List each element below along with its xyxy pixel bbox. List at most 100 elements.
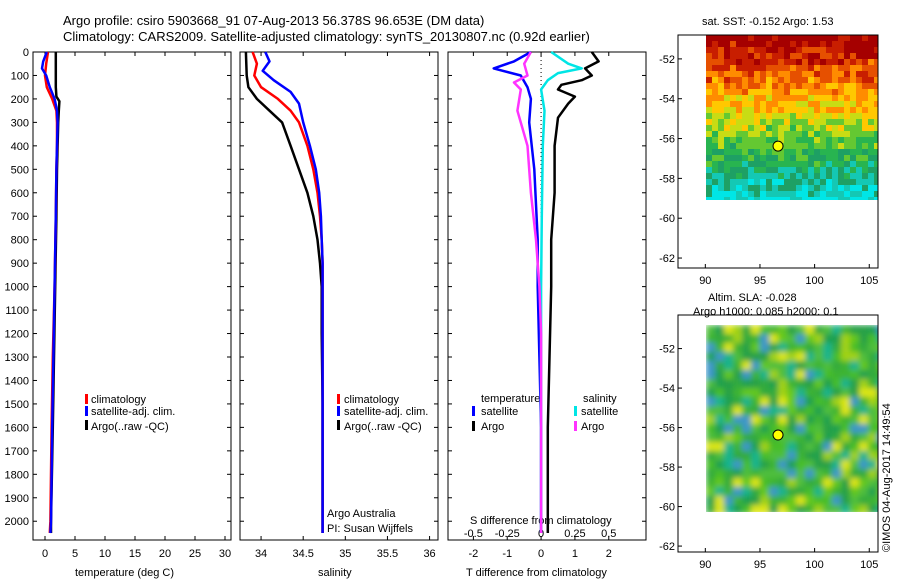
x-tick-label: 0 [538, 548, 544, 560]
sst-cell [862, 149, 868, 155]
sst-cell [778, 167, 784, 173]
sst-cell [772, 89, 778, 95]
sla-cell [769, 478, 778, 487]
sst-cell [796, 47, 802, 53]
sst-cell [868, 113, 874, 119]
sla-cell [814, 343, 823, 352]
sst-cell [730, 47, 736, 53]
sst-cell [814, 59, 820, 65]
sla-cell [769, 325, 778, 334]
sst-cell [724, 65, 730, 71]
sla-cell [859, 433, 868, 442]
sst-cell [718, 155, 724, 161]
y-tick-label: 1800 [5, 469, 29, 481]
sst-cell [832, 41, 838, 47]
sla-cell [805, 352, 814, 361]
sla-cell [868, 361, 877, 370]
sst-cell [820, 47, 826, 53]
sst-cell [742, 47, 748, 53]
sst-cell [796, 65, 802, 71]
sst-cell [802, 107, 808, 113]
sst-cell [736, 179, 742, 185]
sst-cell [712, 89, 718, 95]
sla-cell [787, 433, 796, 442]
sst-cell [808, 191, 814, 197]
sla-cell [760, 406, 769, 415]
sla-cell [706, 496, 715, 505]
sla-cell [859, 442, 868, 451]
sla-cell [859, 415, 868, 424]
sst-cell [772, 65, 778, 71]
sla-cell [787, 388, 796, 397]
sla-cell [778, 334, 787, 343]
sla-cell [832, 370, 841, 379]
lon-tick-label: 100 [805, 559, 823, 571]
sla-cell [868, 433, 877, 442]
sla-cell [796, 478, 805, 487]
sla-cell [751, 469, 760, 478]
sst-cell [826, 41, 832, 47]
sst-cell [748, 155, 754, 161]
sst-cell [790, 137, 796, 143]
sst-cell [838, 155, 844, 161]
sst-cell [874, 53, 878, 59]
sla-cell [859, 334, 868, 343]
sst-cell [742, 179, 748, 185]
sla-cell [742, 469, 751, 478]
sst-cell [868, 191, 874, 197]
sst-cell [706, 155, 712, 161]
sst-cell [772, 125, 778, 131]
sla-cell [778, 352, 787, 361]
sst-cell [874, 77, 878, 83]
sla-cell [769, 496, 778, 505]
sla-cell [733, 469, 742, 478]
sst-cell [724, 77, 730, 83]
sst-cell [718, 35, 724, 41]
sst-cell [736, 197, 742, 200]
lat-tick-label: -56 [659, 423, 675, 435]
sst-cell [724, 137, 730, 143]
sst-cell [718, 179, 724, 185]
sst-cell [718, 89, 724, 95]
sst-cell [844, 89, 850, 95]
sla-cell [787, 379, 796, 388]
sst-cell [814, 191, 820, 197]
sst-cell [790, 167, 796, 173]
sla-cell [787, 460, 796, 469]
sst-cell [772, 83, 778, 89]
sst-cell [868, 197, 874, 200]
sla-cell [805, 379, 814, 388]
sst-cell [808, 59, 814, 65]
sst-cell [790, 83, 796, 89]
sla-cell [832, 397, 841, 406]
sst-cell [712, 125, 718, 131]
sst-cell [844, 167, 850, 173]
sla-cell [850, 451, 859, 460]
sla-cell [733, 451, 742, 460]
sst-cell [826, 173, 832, 179]
sla-cell [778, 379, 787, 388]
sst-cell [862, 113, 868, 119]
sst-cell [772, 35, 778, 41]
sst-cell [718, 65, 724, 71]
y-tick-label: 1700 [5, 446, 29, 458]
temperature-axis-label: temperature (deg C) [75, 567, 174, 579]
sst-cell [712, 179, 718, 185]
x-tick-label: -2 [468, 548, 478, 560]
sla-cell [715, 406, 724, 415]
sla-cell [805, 406, 814, 415]
sla-cell [706, 451, 715, 460]
sla-cell [787, 451, 796, 460]
sst-cell [718, 77, 724, 83]
sla-cell [769, 451, 778, 460]
sst-cell [820, 137, 826, 143]
sla-cell [706, 388, 715, 397]
series-line [492, 50, 543, 533]
sst-cell [712, 197, 718, 200]
sst-cell [748, 179, 754, 185]
sst-cell [748, 161, 754, 167]
sst-cell [844, 77, 850, 83]
sla-cell [715, 496, 724, 505]
sst-cell [772, 119, 778, 125]
sst-cell [736, 41, 742, 47]
